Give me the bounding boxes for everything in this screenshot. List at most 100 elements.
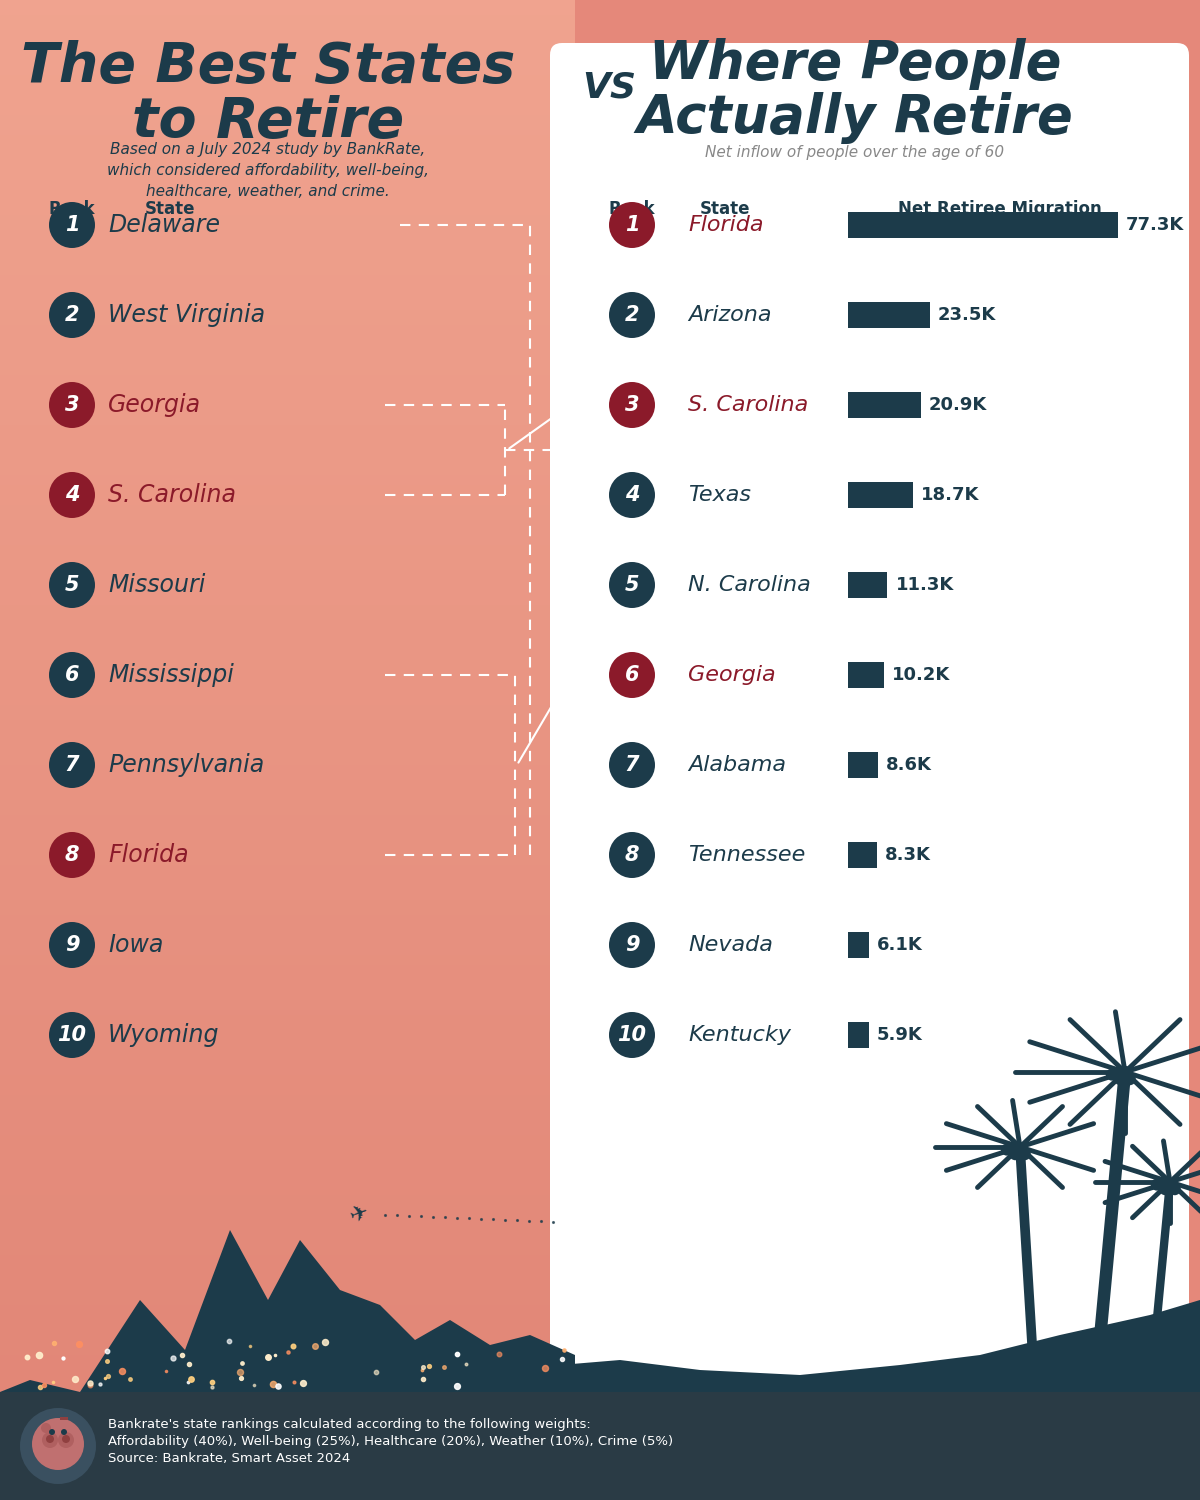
Bar xyxy=(0,960,575,964)
Bar xyxy=(0,1470,575,1474)
Bar xyxy=(0,1350,575,1354)
Bar xyxy=(0,950,575,956)
Bar xyxy=(0,1010,575,1016)
Bar xyxy=(0,105,575,110)
Bar xyxy=(0,1150,575,1155)
Text: 2: 2 xyxy=(65,304,79,326)
Bar xyxy=(0,694,575,700)
Bar xyxy=(0,460,575,465)
Bar xyxy=(0,1260,575,1264)
Bar xyxy=(0,1455,575,1460)
Bar xyxy=(0,980,575,986)
FancyBboxPatch shape xyxy=(550,44,1189,1407)
Text: Net inflow of people over the age of 60: Net inflow of people over the age of 60 xyxy=(706,146,1004,160)
Bar xyxy=(0,790,575,795)
Bar xyxy=(0,285,575,290)
Bar xyxy=(0,1180,575,1185)
Bar xyxy=(0,75,575,80)
Bar xyxy=(0,450,575,454)
Text: 5.9K: 5.9K xyxy=(877,1026,923,1044)
Bar xyxy=(0,1354,575,1360)
Bar xyxy=(0,446,575,450)
Text: Actually Retire: Actually Retire xyxy=(637,92,1073,144)
Bar xyxy=(0,680,575,686)
Bar xyxy=(0,590,575,596)
Bar xyxy=(0,1245,575,1250)
Bar xyxy=(0,735,575,740)
Text: Arizona: Arizona xyxy=(688,304,772,326)
Bar xyxy=(0,540,575,544)
Bar xyxy=(0,900,575,904)
Bar xyxy=(0,315,575,320)
Bar xyxy=(0,570,575,574)
Bar xyxy=(0,230,575,236)
Text: West Virginia: West Virginia xyxy=(108,303,265,327)
Bar xyxy=(0,330,575,334)
Text: 10: 10 xyxy=(58,1024,86,1045)
Text: 1: 1 xyxy=(625,214,640,236)
Bar xyxy=(0,465,575,470)
Bar xyxy=(0,880,575,885)
Bar xyxy=(0,190,575,195)
Bar xyxy=(0,525,575,530)
Bar xyxy=(0,1485,575,1490)
Bar xyxy=(0,1240,575,1245)
Bar xyxy=(848,572,888,598)
Text: 1: 1 xyxy=(65,214,79,236)
Bar xyxy=(0,1084,575,1090)
Bar xyxy=(0,34,575,40)
Bar xyxy=(0,600,575,604)
Bar xyxy=(0,940,575,945)
Circle shape xyxy=(1115,1072,1127,1084)
Bar xyxy=(0,326,575,330)
Bar xyxy=(0,1090,575,1095)
Bar xyxy=(0,970,575,975)
Circle shape xyxy=(46,1436,54,1443)
Bar xyxy=(848,752,878,778)
Circle shape xyxy=(58,1432,74,1448)
Bar xyxy=(0,1400,575,1406)
Bar xyxy=(0,810,575,814)
Bar xyxy=(0,1300,575,1305)
Bar xyxy=(0,1120,575,1125)
Bar xyxy=(0,416,575,420)
Bar xyxy=(0,176,575,180)
Bar xyxy=(0,994,575,1000)
Text: 5: 5 xyxy=(65,574,79,596)
Bar xyxy=(0,1380,575,1384)
Text: 8: 8 xyxy=(625,844,640,865)
Bar xyxy=(0,40,575,45)
Circle shape xyxy=(610,382,655,427)
Bar xyxy=(0,1210,575,1215)
Bar xyxy=(0,56,575,60)
Bar xyxy=(0,4,575,10)
Bar xyxy=(0,1046,575,1050)
Bar xyxy=(0,800,575,806)
Bar xyxy=(0,20,575,26)
Bar xyxy=(0,975,575,980)
Bar xyxy=(0,1420,575,1425)
Bar xyxy=(0,210,575,214)
Bar xyxy=(0,1080,575,1084)
Bar xyxy=(0,45,575,50)
Bar xyxy=(0,1140,575,1144)
Text: 18.7K: 18.7K xyxy=(922,486,979,504)
Text: Delaware: Delaware xyxy=(108,213,220,237)
Circle shape xyxy=(20,1408,96,1484)
Text: Where People: Where People xyxy=(649,38,1061,90)
Circle shape xyxy=(49,1430,55,1436)
Bar xyxy=(0,1160,575,1166)
Bar xyxy=(0,394,575,400)
Bar xyxy=(0,1030,575,1035)
Circle shape xyxy=(41,1424,50,1432)
Bar xyxy=(0,574,575,580)
Bar xyxy=(0,544,575,550)
Bar xyxy=(0,200,575,206)
Bar xyxy=(0,370,575,375)
Bar xyxy=(0,90,575,94)
Bar xyxy=(0,670,575,675)
Bar xyxy=(0,830,575,836)
Bar xyxy=(0,135,575,140)
Bar xyxy=(0,730,575,735)
Bar xyxy=(0,1370,575,1376)
